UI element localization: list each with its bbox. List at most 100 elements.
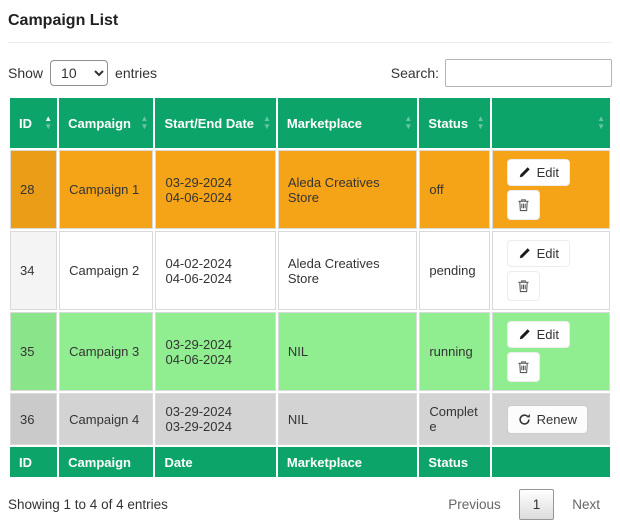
column-header-date-label: Start/End Date <box>164 115 255 131</box>
sort-desc-icon: ▼ <box>44 122 53 131</box>
start-date: 04-02-2024 <box>165 255 232 271</box>
sort-desc-icon: ▼ <box>476 122 485 131</box>
pencil-icon <box>519 248 530 259</box>
cell-marketplace: NIL <box>277 393 418 445</box>
end-date: 04-06-2024 <box>165 351 232 367</box>
sort-asc-icon: ▲ <box>262 114 271 123</box>
sort-icons: ▲ ▼ <box>597 115 605 131</box>
sort-asc-icon: ▲ <box>404 114 413 123</box>
footer-header-actions <box>491 447 610 477</box>
end-date: 03-29-2024 <box>165 419 232 434</box>
cell-marketplace: Aleda Creatives Store <box>277 150 418 229</box>
sort-asc-icon: ▲ <box>44 114 53 123</box>
cell-marketplace: NIL <box>277 312 418 391</box>
show-label: Show <box>8 65 44 81</box>
column-header-date[interactable]: Start/End Date ▲ ▼ <box>155 98 276 148</box>
cell-marketplace: Aleda Creatives Store <box>277 231 418 310</box>
table-body: 28 Campaign 1 03-29-2024 04-06-2024 Aled… <box>10 150 610 445</box>
cell-status: off <box>419 150 490 229</box>
column-header-status-label: Status <box>428 115 469 131</box>
sort-icons: ▲ ▼ <box>477 115 485 131</box>
trash-icon <box>517 361 529 374</box>
sort-asc-icon: ▲ <box>597 114 605 123</box>
table-row-campaign-4: 36 Campaign 4 03-29-2024 03-29-2024 NIL … <box>10 393 610 445</box>
footer-row: ID Campaign Date Marketplace Status <box>10 447 610 477</box>
cell-status: Complete <box>419 393 490 445</box>
cell-campaign: Campaign 4 <box>59 393 154 445</box>
end-date: 04-06-2024 <box>165 189 232 205</box>
column-header-marketplace[interactable]: Marketplace ▲ ▼ <box>277 98 418 148</box>
page-title: Campaign List <box>8 8 612 43</box>
renew-button[interactable]: Renew <box>506 404 589 434</box>
pencil-icon <box>519 329 530 340</box>
start-date: 03-29-2024 <box>165 404 232 419</box>
table-row-campaign-3: 35 Campaign 3 03-29-2024 04-06-2024 NIL … <box>10 312 610 391</box>
edit-button-label: Edit <box>536 165 559 180</box>
header-row: ID ▲ ▼ Campaign ▲ ▼ Start/End Date ▲ ▼ <box>10 98 610 148</box>
column-header-campaign[interactable]: Campaign ▲ ▼ <box>59 98 154 148</box>
footer-header-id: ID <box>10 447 58 477</box>
footer-header-campaign: Campaign <box>59 447 154 477</box>
delete-button[interactable] <box>506 271 540 301</box>
cell-actions: Edit <box>491 312 610 391</box>
cell-id: 35 <box>10 312 58 391</box>
cell-id: 36 <box>10 393 58 445</box>
footer-header-date: Date <box>155 447 276 477</box>
table-row-campaign-2: 34 Campaign 2 04-02-2024 04-06-2024 Aled… <box>10 231 610 310</box>
entries-select[interactable]: 10 <box>50 60 109 86</box>
page-length-control: Show 10 entries <box>8 60 157 86</box>
edit-button[interactable]: Edit <box>506 240 570 267</box>
edit-button-label: Edit <box>536 327 559 342</box>
end-date: 04-06-2024 <box>165 270 232 286</box>
sort-icons: ▲ ▼ <box>263 115 271 131</box>
column-header-status[interactable]: Status ▲ ▼ <box>419 98 490 148</box>
sort-asc-icon: ▲ <box>140 114 149 123</box>
cell-date: 04-02-2024 04-06-2024 <box>155 231 276 310</box>
table-header: ID ▲ ▼ Campaign ▲ ▼ Start/End Date ▲ ▼ <box>10 98 610 148</box>
sort-desc-icon: ▼ <box>140 122 149 131</box>
table-controls: Show 10 entries Search: <box>8 59 612 87</box>
column-header-campaign-label: Campaign <box>68 115 131 131</box>
column-header-id[interactable]: ID ▲ ▼ <box>10 98 58 148</box>
cell-id: 28 <box>10 150 58 229</box>
sort-icons: ▲ ▼ <box>44 115 52 131</box>
cell-status: running <box>419 312 490 391</box>
delete-button[interactable] <box>506 190 540 220</box>
edit-button[interactable]: Edit <box>506 159 570 186</box>
edit-button[interactable]: Edit <box>506 321 570 348</box>
cell-actions: Renew <box>491 393 610 445</box>
refresh-icon <box>518 413 530 425</box>
cell-campaign: Campaign 2 <box>59 231 154 310</box>
sort-desc-icon: ▼ <box>404 122 413 131</box>
cell-date: 03-29-2024 03-29-2024 <box>155 393 276 445</box>
trash-icon <box>517 199 529 212</box>
renew-button-label: Renew <box>536 411 578 427</box>
sort-icons: ▲ ▼ <box>404 115 412 131</box>
campaign-table: ID ▲ ▼ Campaign ▲ ▼ Start/End Date ▲ ▼ <box>8 96 612 479</box>
cell-actions: Edit <box>491 231 610 310</box>
start-date: 03-29-2024 <box>165 174 232 190</box>
sort-desc-icon: ▼ <box>262 122 271 131</box>
cell-actions: Edit <box>491 150 610 229</box>
cell-campaign: Campaign 1 <box>59 150 154 229</box>
column-header-actions[interactable]: ▲ ▼ <box>491 98 610 148</box>
sort-icons: ▲ ▼ <box>141 115 149 131</box>
pencil-icon <box>519 167 530 178</box>
sort-desc-icon: ▼ <box>597 122 605 131</box>
sort-asc-icon: ▲ <box>476 114 485 123</box>
start-date: 03-29-2024 <box>165 336 232 352</box>
cell-id: 34 <box>10 231 58 310</box>
search-label: Search: <box>390 65 439 81</box>
search-control: Search: <box>391 59 612 87</box>
entries-label: entries <box>115 65 158 81</box>
column-header-marketplace-label: Marketplace <box>286 115 363 131</box>
footer-header-marketplace: Marketplace <box>277 447 418 477</box>
search-input[interactable] <box>445 59 612 87</box>
cell-date: 03-29-2024 04-06-2024 <box>155 312 276 391</box>
table-row-campaign-1: 28 Campaign 1 03-29-2024 04-06-2024 Aled… <box>10 150 610 229</box>
cell-campaign: Campaign 3 <box>59 312 154 391</box>
delete-button[interactable] <box>506 352 540 382</box>
table-footer: ID Campaign Date Marketplace Status <box>10 447 610 477</box>
cell-status: pending <box>419 231 490 310</box>
footer-header-status: Status <box>419 447 490 477</box>
